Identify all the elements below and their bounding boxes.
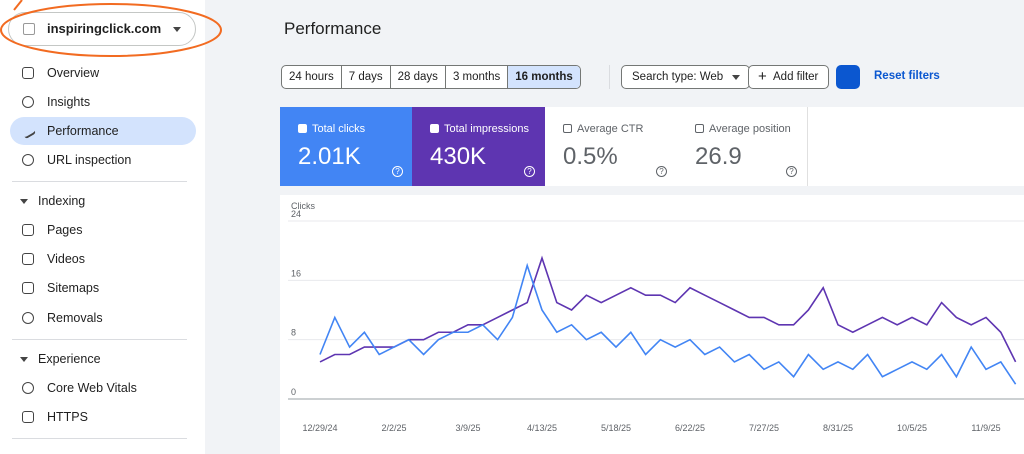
sidebar: inspiringclick.com Overview Insights Per… <box>0 0 222 454</box>
nav-item[interactable]: Sitemaps <box>10 274 196 302</box>
metric-value: 26.9 <box>695 143 742 170</box>
metric-label: Total impressions <box>444 123 529 135</box>
x-tick-label: 5/18/25 <box>601 423 631 433</box>
plus-icon: + <box>758 68 767 85</box>
metric-label: Average CTR <box>577 123 644 135</box>
x-tick-label: 8/31/25 <box>823 423 853 433</box>
date-button[interactable]: 24 hours <box>282 66 342 88</box>
nav-label: Performance <box>47 124 119 138</box>
nav-label: Videos <box>47 252 85 266</box>
dropdown-arrow <box>173 27 181 36</box>
reset-filters[interactable]: Reset filters <box>874 70 940 82</box>
nav-item[interactable]: Performance <box>10 117 196 145</box>
nav-label: Sitemaps <box>47 281 100 295</box>
section-toggle[interactable]: Indexing <box>10 194 85 208</box>
x-tick-label: 12/29/24 <box>302 423 337 433</box>
search-type[interactable]: Search type: Web <box>621 65 751 89</box>
metric-card[interactable]: Total impressions 430K? <box>412 107 545 186</box>
metric-card[interactable]: Average position 26.9? <box>677 107 808 186</box>
annotation <box>0 0 222 57</box>
y-tick-label: 24 <box>291 209 301 219</box>
nav-label: URL inspection <box>47 153 132 167</box>
x-tick-label: 3/9/25 <box>455 423 480 433</box>
metric-value: 430K <box>430 143 487 170</box>
data-line <box>319 255 1017 363</box>
chart-background <box>280 195 1024 454</box>
nav-item[interactable]: Pages <box>10 216 196 244</box>
data-line <box>319 262 1017 385</box>
section-title: Experience <box>38 352 101 366</box>
divider <box>12 181 187 182</box>
property-name: inspiringclick.com <box>47 21 162 36</box>
metric-label: Average position <box>709 123 791 135</box>
nav-label: Overview <box>47 66 100 80</box>
add-filter-label: Add filter <box>773 71 819 83</box>
property-selector[interactable]: inspiringclick.com <box>8 12 196 46</box>
dropdown-arrow <box>732 75 741 84</box>
nav-item[interactable]: Overview <box>10 59 196 87</box>
metric-value: 2.01K <box>298 143 361 170</box>
nav-item[interactable]: HTTPS <box>10 403 196 431</box>
x-tick-label: 6/22/25 <box>675 423 705 433</box>
nav-label: Insights <box>47 95 91 109</box>
x-tick-label: 4/13/25 <box>527 423 557 433</box>
site-icon <box>23 23 35 35</box>
metric-card[interactable]: Average CTR 0.5%? <box>545 107 678 186</box>
card-filler <box>808 107 1024 186</box>
x-tick-label: 7/27/25 <box>749 423 779 433</box>
nav-label: Pages <box>47 223 83 237</box>
section-toggle[interactable]: Experience <box>10 352 101 366</box>
chart: Clicks 0 8 16 24 12/29/24 2/2/25 3/9/25 4/13/25… <box>280 195 1024 454</box>
y-tick-label: 16 <box>291 268 301 278</box>
date-button[interactable]: 7 days <box>342 66 391 88</box>
date-range: 24 hours 7 days 28 days 3 months 16 mont… <box>281 65 581 89</box>
nav-item[interactable]: Removals <box>10 304 196 332</box>
filter-icon[interactable] <box>836 65 860 89</box>
date-button[interactable]: 28 days <box>391 66 446 88</box>
page-title: Performance <box>284 19 382 38</box>
date-button[interactable]: 16 months <box>508 66 580 88</box>
nav-item[interactable]: Core Web Vitals <box>10 374 196 402</box>
y-axis-label: Clicks <box>291 201 315 211</box>
metric-label: Total clicks <box>312 123 366 135</box>
x-tick-label: 2/2/25 <box>381 423 406 433</box>
divider <box>12 438 187 439</box>
divider <box>12 339 187 340</box>
separator <box>609 65 610 89</box>
nav-label: HTTPS <box>47 410 88 424</box>
nav-label: Removals <box>47 311 103 325</box>
metric-value: 0.5% <box>563 143 618 170</box>
search-type-label: Search type: Web <box>632 71 724 83</box>
nav-item[interactable]: Videos <box>10 245 196 273</box>
x-tick-label: 10/5/25 <box>897 423 927 433</box>
metric-card[interactable]: Total clicks 2.01K? <box>280 107 413 186</box>
add-filter[interactable]: + Add filter <box>748 65 830 89</box>
nav-item[interactable]: Insights <box>10 88 196 116</box>
section-title: Indexing <box>38 194 86 208</box>
nav-item[interactable]: URL inspection <box>10 146 196 174</box>
x-tick-label: 11/9/25 <box>971 423 1000 433</box>
y-tick-label: 8 <box>291 328 296 338</box>
nav-label: Core Web Vitals <box>47 381 137 395</box>
date-button[interactable]: 3 months <box>446 66 509 88</box>
y-tick-label: 0 <box>291 387 296 397</box>
